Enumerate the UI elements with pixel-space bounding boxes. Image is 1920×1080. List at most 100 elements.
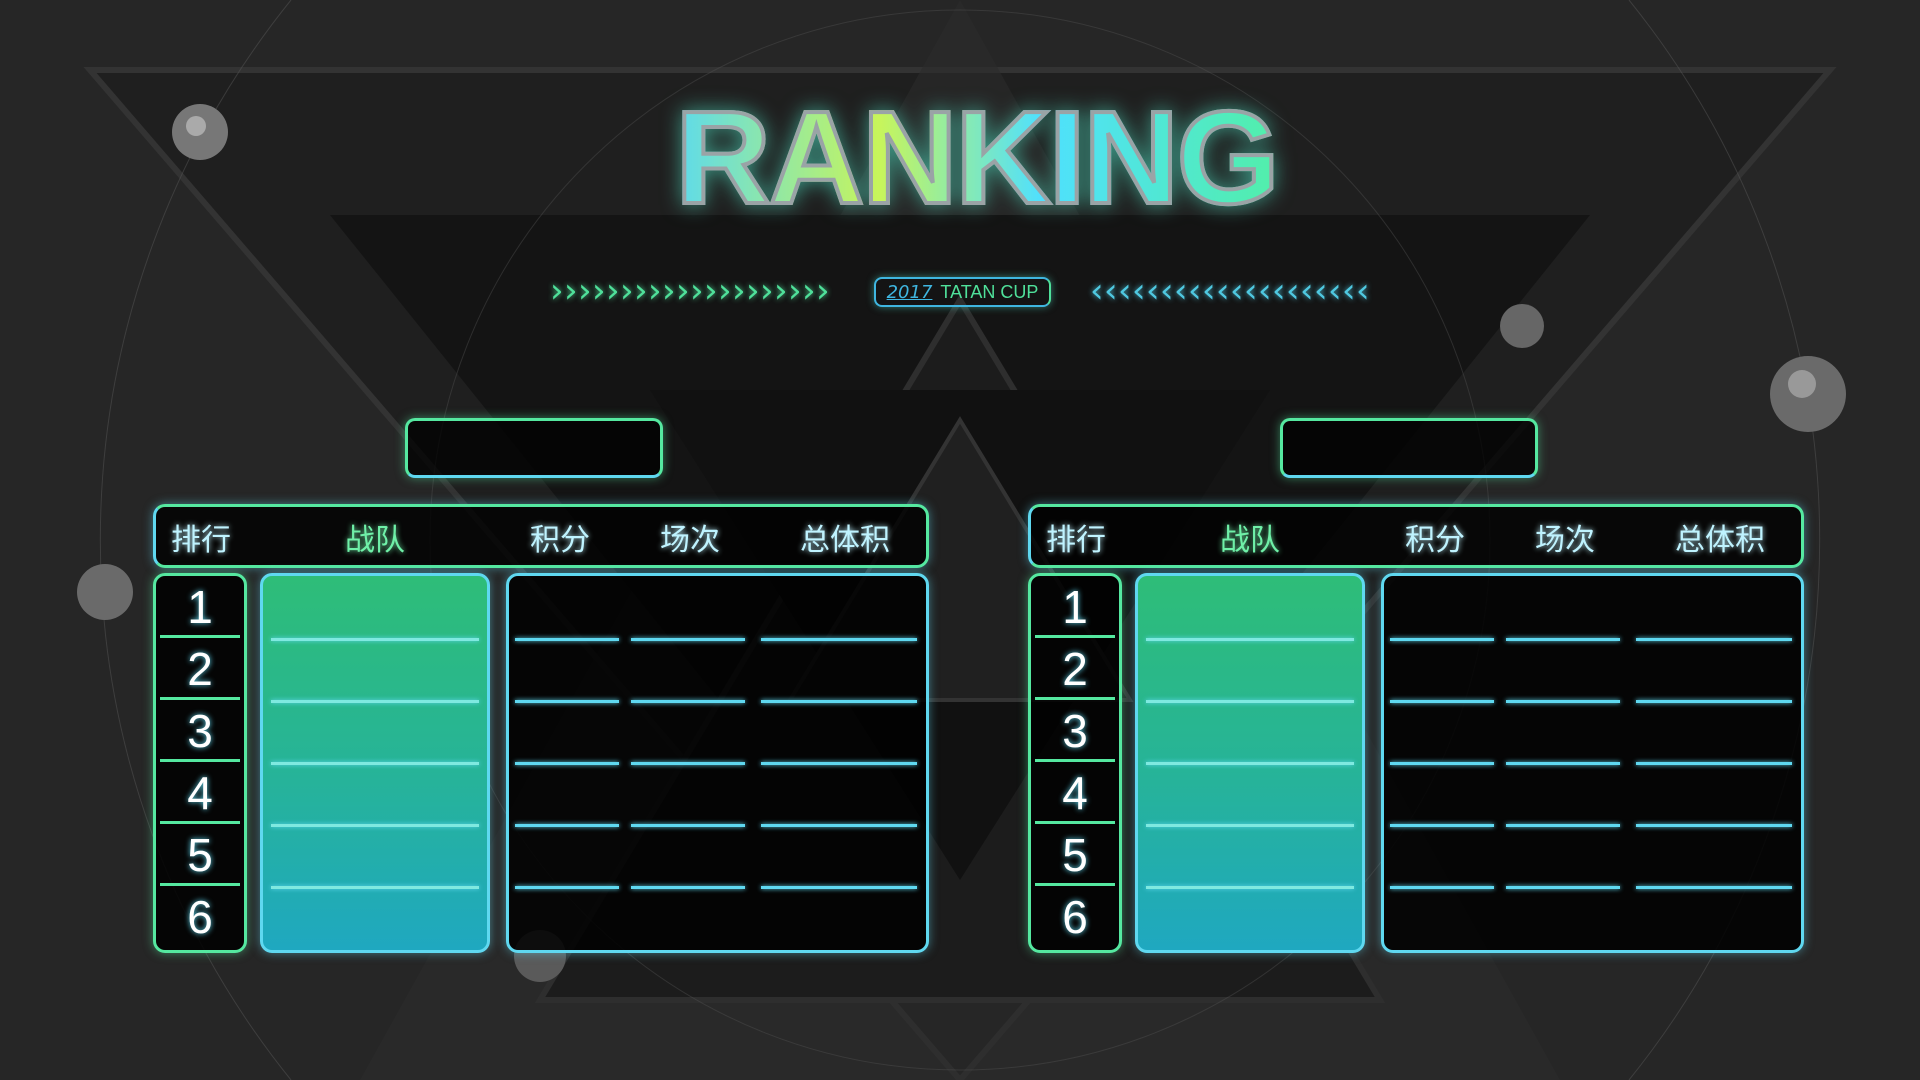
rank-number: 3 bbox=[160, 700, 240, 762]
row-divider bbox=[761, 700, 917, 703]
column-header: 排行 bbox=[171, 523, 231, 558]
row-divider bbox=[631, 886, 745, 889]
column-header: 排行 bbox=[1046, 523, 1106, 558]
chevron-icon: › bbox=[676, 271, 690, 311]
chevron-icon: ‹ bbox=[1286, 271, 1300, 311]
row-divider bbox=[515, 762, 619, 765]
chevron-icon: ‹ bbox=[1132, 271, 1146, 311]
column-header: 场次 bbox=[660, 523, 720, 558]
chevrons-left-decor: ‹ ‹ ‹ ‹ ‹ ‹ ‹ ‹ ‹ ‹ ‹ ‹ ‹ ‹ ‹ ‹ ‹ ‹ ‹ ‹ bbox=[1090, 271, 1370, 311]
row-divider bbox=[1146, 824, 1354, 827]
chevron-icon: › bbox=[788, 271, 802, 311]
row-divider bbox=[515, 886, 619, 889]
row-divider bbox=[1506, 886, 1620, 889]
row-divider bbox=[1390, 700, 1494, 703]
score-columns bbox=[1381, 573, 1804, 953]
team-column bbox=[260, 573, 490, 953]
chevron-icon: ‹ bbox=[1230, 271, 1244, 311]
rank-number: 1 bbox=[1035, 576, 1115, 638]
row-divider bbox=[761, 886, 917, 889]
row-divider bbox=[1390, 824, 1494, 827]
chevron-icon: ‹ bbox=[1146, 271, 1160, 311]
row-divider bbox=[1636, 638, 1792, 641]
chevron-icon: › bbox=[718, 271, 732, 311]
rank-number: 2 bbox=[1035, 638, 1115, 700]
row-divider bbox=[761, 762, 917, 765]
row-divider bbox=[515, 824, 619, 827]
row-divider bbox=[515, 700, 619, 703]
chevron-icon: › bbox=[550, 271, 564, 311]
chevron-icon: › bbox=[746, 271, 760, 311]
chevron-icon: › bbox=[578, 271, 592, 311]
chevrons-right-decor: › › › › › › › › › › › › › › › › › › › › bbox=[550, 271, 830, 311]
column-header: 场次 bbox=[1535, 523, 1595, 558]
rank-number: 4 bbox=[160, 762, 240, 824]
rank-number: 3 bbox=[1035, 700, 1115, 762]
table-header: 排行 战队 积分 场次 总体积 bbox=[1028, 504, 1804, 568]
group-name-box bbox=[1280, 418, 1538, 478]
row-divider bbox=[1636, 886, 1792, 889]
row-divider bbox=[1506, 700, 1620, 703]
column-header: 总体积 bbox=[1675, 523, 1765, 558]
chevron-icon: ‹ bbox=[1118, 271, 1132, 311]
row-divider bbox=[1146, 638, 1354, 641]
chevron-icon: ‹ bbox=[1188, 271, 1202, 311]
chevron-icon: › bbox=[760, 271, 774, 311]
badge-year: 2017 bbox=[886, 281, 933, 303]
chevron-icon: ‹ bbox=[1202, 271, 1216, 311]
row-divider bbox=[1506, 824, 1620, 827]
chevron-icon: ‹ bbox=[1300, 271, 1314, 311]
chevron-icon: ‹ bbox=[1328, 271, 1342, 311]
chevron-icon: › bbox=[606, 271, 620, 311]
rank-number: 5 bbox=[1035, 824, 1115, 886]
chevron-icon: ‹ bbox=[1090, 271, 1104, 311]
rank-number: 2 bbox=[160, 638, 240, 700]
row-divider bbox=[631, 700, 745, 703]
rank-number: 4 bbox=[1035, 762, 1115, 824]
table-header: 排行 战队 积分 场次 总体积 bbox=[153, 504, 929, 568]
rank-number: 5 bbox=[160, 824, 240, 886]
row-divider bbox=[761, 824, 917, 827]
row-divider bbox=[271, 638, 479, 641]
row-divider bbox=[1506, 638, 1620, 641]
chevron-icon: ‹ bbox=[1244, 271, 1258, 311]
chevron-icon: › bbox=[648, 271, 662, 311]
chevron-icon: › bbox=[732, 271, 746, 311]
chevron-icon: › bbox=[816, 271, 830, 311]
chevron-icon: ‹ bbox=[1104, 271, 1118, 311]
row-divider bbox=[1146, 886, 1354, 889]
chevron-icon: › bbox=[690, 271, 704, 311]
group-name-box bbox=[405, 418, 663, 478]
column-header: 战队 bbox=[1220, 523, 1280, 558]
chevron-icon: ‹ bbox=[1174, 271, 1188, 311]
row-divider bbox=[1506, 762, 1620, 765]
row-divider bbox=[761, 638, 917, 641]
column-header: 战队 bbox=[345, 523, 405, 558]
chevron-icon: ‹ bbox=[1342, 271, 1356, 311]
chevron-icon: › bbox=[620, 271, 634, 311]
row-divider bbox=[1636, 824, 1792, 827]
row-divider bbox=[1390, 762, 1494, 765]
team-column bbox=[1135, 573, 1365, 953]
row-divider bbox=[271, 886, 479, 889]
chevron-icon: ‹ bbox=[1216, 271, 1230, 311]
row-divider bbox=[1636, 762, 1792, 765]
row-divider bbox=[271, 700, 479, 703]
chevron-icon: › bbox=[704, 271, 718, 311]
row-divider bbox=[631, 762, 745, 765]
row-divider bbox=[515, 638, 619, 641]
row-divider bbox=[1390, 886, 1494, 889]
event-badge: 2017 TATAN CUP bbox=[874, 277, 1051, 307]
row-divider bbox=[1146, 700, 1354, 703]
chevron-icon: › bbox=[802, 271, 816, 311]
chevron-icon: ‹ bbox=[1258, 271, 1272, 311]
chevron-icon: › bbox=[564, 271, 578, 311]
rank-number: 6 bbox=[1062, 891, 1088, 943]
chevron-icon: ‹ bbox=[1314, 271, 1328, 311]
chevron-icon: › bbox=[662, 271, 676, 311]
chevron-icon: › bbox=[592, 271, 606, 311]
row-divider bbox=[1390, 638, 1494, 641]
row-divider bbox=[631, 638, 745, 641]
